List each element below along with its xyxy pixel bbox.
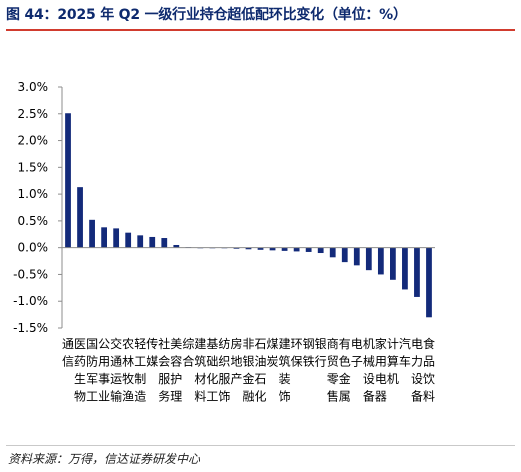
x-tick-label: 纺织服饰 bbox=[218, 337, 230, 404]
x-tick-label: 食品饮料 bbox=[423, 336, 435, 404]
x-tick-label: 汽车 bbox=[399, 336, 411, 369]
x-tick-label: 煤炭 bbox=[267, 337, 279, 369]
x-tick-label: 非银金融 bbox=[242, 337, 254, 404]
bar bbox=[353, 247, 360, 266]
source-divider bbox=[6, 445, 515, 446]
bar bbox=[281, 247, 288, 251]
x-tick-label: 建筑装饰 bbox=[279, 337, 291, 404]
bar bbox=[65, 113, 71, 248]
x-tick-label: 电子 bbox=[351, 337, 363, 369]
x-tick-label: 农林牧渔 bbox=[122, 337, 134, 404]
x-tick-label: 公用事业 bbox=[98, 337, 110, 404]
x-tick-label: 社会服务 bbox=[158, 336, 170, 404]
x-tick-label: 石油石化 bbox=[255, 337, 267, 404]
x-tick-label: 建筑材料 bbox=[194, 337, 206, 404]
y-tick-label: 0.0% bbox=[18, 241, 49, 255]
x-tick-label: 通信 bbox=[62, 337, 74, 369]
y-tick-label: 2.0% bbox=[18, 134, 49, 148]
x-tick-label: 房地产 bbox=[230, 336, 242, 386]
bar bbox=[426, 247, 432, 318]
bar bbox=[377, 247, 384, 275]
x-tick-label: 电力设备 bbox=[411, 337, 423, 404]
source-note: 资料来源：万得，信达证券研发中心 bbox=[8, 452, 201, 466]
x-tick-label: 有色金属 bbox=[339, 337, 351, 404]
bar bbox=[149, 236, 156, 248]
y-tick-label: -0.5% bbox=[13, 267, 48, 281]
bars bbox=[65, 113, 432, 318]
bar bbox=[317, 247, 324, 254]
bar bbox=[125, 232, 132, 248]
chart-title: 图 44：2025 年 Q2 一级行业持仓超低配环比变化（单位：%） bbox=[6, 7, 407, 23]
y-tick-label: -1.5% bbox=[13, 321, 48, 335]
y-tick-label: 3.0% bbox=[18, 80, 49, 94]
y-tick-label: 1.5% bbox=[18, 160, 49, 174]
x-tick-label: 基础化工 bbox=[206, 337, 218, 404]
bar bbox=[341, 247, 348, 263]
x-tick-label: 环保 bbox=[291, 337, 303, 369]
x-tick-label: 计算机 bbox=[387, 337, 399, 386]
x-tick-label: 轻工制造 bbox=[134, 337, 146, 404]
y-axis: 3.0% 2.5% 2.0% 1.5% 1.0% 0.5% 0.0% -0.5% -1.0% -1… bbox=[13, 80, 63, 335]
bar-chart: 3.0% 2.5% 2.0% 1.5% 1.0% 0.5% 0.0% -0.5% -1.0% -1… bbox=[13, 80, 435, 404]
bar bbox=[173, 244, 180, 248]
bar bbox=[113, 228, 120, 248]
bar bbox=[402, 247, 408, 290]
x-tick-label: 家用电器 bbox=[375, 336, 387, 404]
bar bbox=[89, 219, 95, 248]
bar bbox=[365, 247, 372, 271]
bar bbox=[233, 247, 240, 249]
x-tick-label: 商贸零售 bbox=[327, 336, 339, 404]
x-axis: 通信医药生物国防军工公用事业交通运输农林牧渔轻工制造传媒社会服务美容护理综合建筑… bbox=[62, 247, 435, 404]
bar bbox=[329, 247, 336, 258]
x-tick-label: 综合 bbox=[182, 337, 194, 369]
y-tick-label: 1.0% bbox=[18, 187, 49, 201]
bar bbox=[293, 247, 300, 252]
x-tick-label: 机械设备 bbox=[363, 337, 375, 404]
y-tick-label: -1.0% bbox=[13, 294, 48, 308]
bar bbox=[305, 247, 312, 252]
bar bbox=[137, 235, 144, 248]
bar bbox=[101, 227, 108, 248]
y-tick-label: 2.5% bbox=[18, 107, 49, 121]
x-tick-label: 国防军工 bbox=[86, 337, 98, 404]
x-tick-label: 美容护理 bbox=[170, 337, 182, 404]
x-tick-label: 银行 bbox=[315, 337, 327, 369]
bar bbox=[389, 247, 396, 280]
x-tick-label: 钢铁 bbox=[303, 337, 315, 369]
bar bbox=[161, 238, 168, 248]
bar bbox=[245, 247, 252, 250]
x-tick-label: 交通运输 bbox=[110, 336, 122, 404]
x-tick-label: 传媒 bbox=[146, 336, 158, 369]
bar bbox=[77, 187, 83, 248]
bar bbox=[269, 247, 276, 251]
y-tick-label: 0.5% bbox=[18, 214, 49, 228]
bar bbox=[414, 247, 420, 297]
title-divider bbox=[6, 29, 515, 31]
bar bbox=[257, 247, 264, 250]
x-tick-label: 医药生物 bbox=[74, 337, 86, 404]
